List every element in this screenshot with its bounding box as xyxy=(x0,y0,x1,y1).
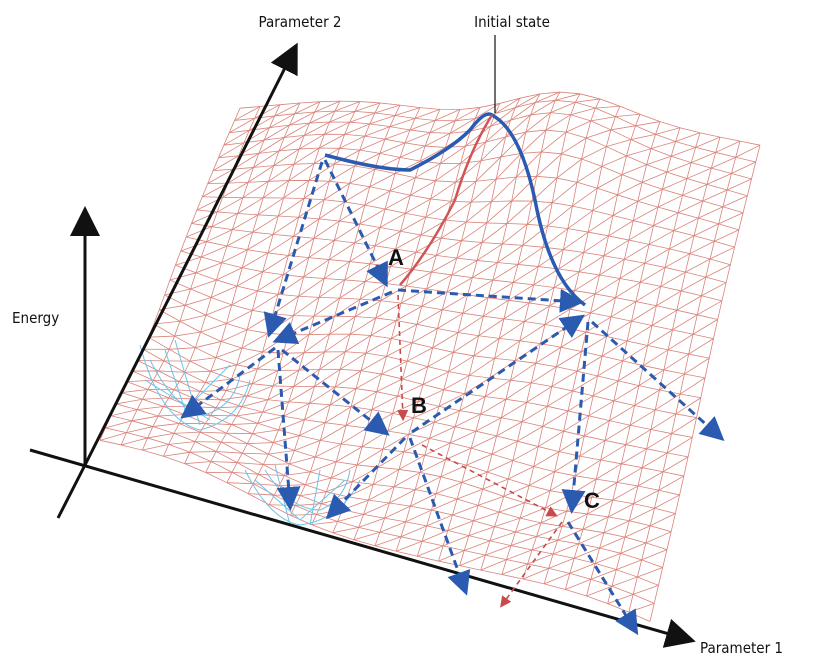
mesh-line xyxy=(137,105,621,362)
mesh-line xyxy=(564,127,681,590)
mesh-line xyxy=(543,121,661,585)
mesh-line xyxy=(226,246,735,487)
mesh-line xyxy=(180,250,714,340)
mesh-line xyxy=(459,93,581,566)
mesh-line xyxy=(628,602,655,613)
mesh-line xyxy=(544,531,672,585)
mesh-line xyxy=(290,300,723,516)
mesh-line xyxy=(459,456,689,567)
mesh-line xyxy=(374,377,706,547)
mesh-line xyxy=(268,104,401,505)
mesh-line xyxy=(522,513,676,580)
mesh-line xyxy=(229,104,281,134)
energy-label: Energy xyxy=(12,309,59,327)
mesh-line xyxy=(180,109,461,252)
mesh-line xyxy=(202,102,381,198)
mesh-line xyxy=(353,357,710,541)
mesh-line xyxy=(196,104,401,211)
mesh-line xyxy=(586,132,701,597)
mesh-line xyxy=(143,98,601,350)
mesh-line xyxy=(586,567,663,597)
mesh-line xyxy=(186,236,718,320)
mesh-line xyxy=(218,101,321,159)
mesh-line xyxy=(248,264,731,497)
mesh-line xyxy=(132,113,641,373)
mesh-line xyxy=(175,264,710,359)
mesh-line xyxy=(480,475,685,571)
mesh-line xyxy=(438,437,693,562)
point-c-label: C xyxy=(584,488,600,513)
mesh-line xyxy=(229,112,752,180)
mesh-line xyxy=(184,212,744,466)
mesh-line xyxy=(110,136,721,417)
mesh-line xyxy=(191,223,723,302)
mesh-line xyxy=(501,494,680,575)
mesh-line xyxy=(212,100,341,171)
mesh-line xyxy=(565,549,668,590)
mesh-line xyxy=(169,102,501,281)
mesh-line xyxy=(191,107,421,224)
mesh-line xyxy=(332,338,714,534)
mesh-line xyxy=(116,132,701,405)
mesh-line xyxy=(223,102,301,146)
mesh-line xyxy=(234,106,261,121)
axes xyxy=(29,42,696,648)
mesh-line xyxy=(196,209,727,283)
mesh-line xyxy=(205,229,740,476)
mesh-line xyxy=(311,319,718,526)
energy-surface-mesh xyxy=(99,91,761,622)
initial-state-label: Initial state xyxy=(474,13,550,31)
paths xyxy=(180,35,725,636)
mesh-line xyxy=(628,141,741,613)
point-b-label: B xyxy=(411,393,427,418)
mesh-line xyxy=(121,161,756,446)
mesh-line xyxy=(153,91,561,325)
mesh-line xyxy=(186,108,441,238)
mesh-line xyxy=(142,178,752,451)
mesh-line xyxy=(207,180,735,248)
mesh-line xyxy=(163,195,748,457)
mesh-line xyxy=(175,107,481,266)
mesh-line xyxy=(126,121,661,383)
parameter-2-label: Parameter 2 xyxy=(258,13,341,31)
mesh-line xyxy=(99,144,761,441)
mesh-line xyxy=(396,397,701,552)
parameter-1-label: Parameter 1 xyxy=(700,639,783,657)
mesh-line xyxy=(213,163,739,231)
mesh-line xyxy=(105,140,741,429)
point-a-label: A xyxy=(388,245,404,270)
mesh-line xyxy=(417,417,697,557)
